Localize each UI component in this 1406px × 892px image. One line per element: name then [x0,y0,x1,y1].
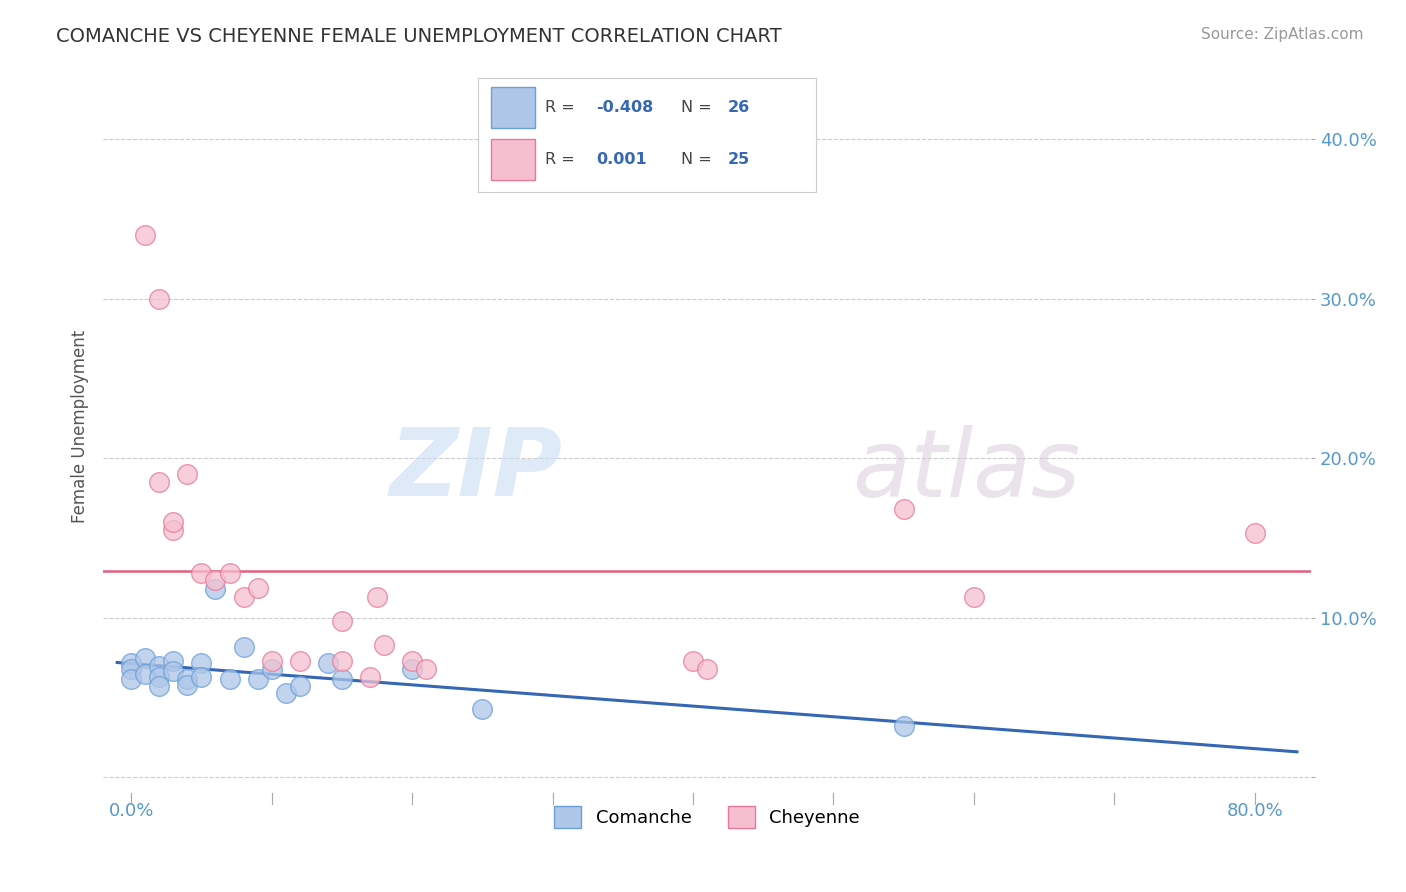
Point [204,573,226,587]
Point [176,467,198,482]
Point [893,719,915,733]
Point [401,662,423,676]
Point [120,656,142,670]
Point [246,581,269,595]
Text: ZIP: ZIP [389,425,562,516]
Y-axis label: Female Unemployment: Female Unemployment [72,330,89,523]
Point [415,662,437,676]
Point [330,654,353,668]
Point [288,680,311,694]
Point [316,656,339,670]
Point [696,662,718,676]
Point [218,566,240,581]
Point [893,502,915,516]
Point [359,670,381,684]
Point [162,664,184,678]
Point [963,590,986,604]
Point [274,686,297,700]
Point [330,672,353,686]
Point [204,582,226,597]
Point [260,662,283,676]
Point [120,672,142,686]
Point [148,670,170,684]
Point [288,654,311,668]
Point [471,702,494,716]
Point [176,678,198,692]
Point [190,566,212,581]
Point [682,654,704,668]
Point [190,670,212,684]
Point [162,523,184,537]
Point [148,658,170,673]
Legend: Comanche, Cheyenne: Comanche, Cheyenne [547,799,868,836]
Point [218,672,240,686]
Point [148,680,170,694]
Point [134,666,156,681]
Point [232,590,254,604]
Point [260,654,283,668]
Point [190,656,212,670]
Point [366,590,388,604]
Point [162,654,184,668]
Text: Source: ZipAtlas.com: Source: ZipAtlas.com [1201,27,1364,42]
Point [134,650,156,665]
Point [148,475,170,490]
Point [1244,526,1267,541]
Point [120,662,142,676]
Point [373,638,395,652]
Text: atlas: atlas [852,425,1080,516]
Point [232,640,254,654]
Point [148,292,170,306]
Text: COMANCHE VS CHEYENNE FEMALE UNEMPLOYMENT CORRELATION CHART: COMANCHE VS CHEYENNE FEMALE UNEMPLOYMENT… [56,27,782,45]
Point [401,654,423,668]
Point [162,515,184,529]
Point [134,228,156,243]
Point [176,672,198,686]
Point [246,672,269,686]
Point [330,614,353,628]
